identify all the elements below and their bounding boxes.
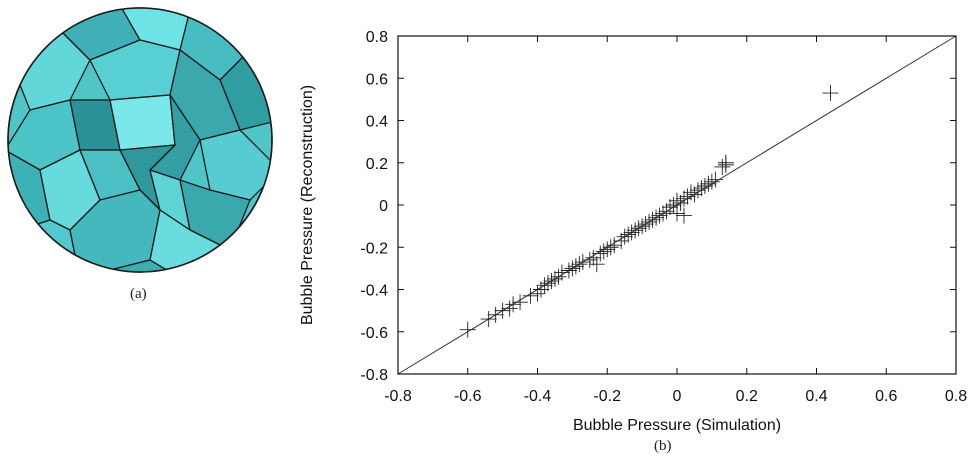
data-point: [567, 258, 584, 275]
x-tick-label: 0.4: [805, 388, 827, 405]
data-point: [686, 186, 703, 203]
x-tick-label: -0.4: [524, 388, 552, 405]
y-tick-label: 0.4: [366, 114, 388, 131]
data-point: [581, 251, 598, 268]
y-axis-title: Bubble Pressure (Reconstruction): [299, 85, 316, 325]
x-axis-ticks: -0.8 -0.6 -0.4 -0.2 0 0.2 0.4 0.6 0.8: [384, 36, 967, 405]
data-point: [560, 262, 577, 279]
data-point: [459, 321, 476, 338]
data-point: [662, 199, 679, 216]
data-point: [634, 218, 651, 235]
data-point: [672, 194, 689, 211]
x-tick-label: -0.8: [384, 388, 412, 405]
data-point: [574, 254, 591, 271]
data-point: [675, 207, 692, 224]
data-point: [637, 216, 654, 233]
data-point: [602, 239, 619, 256]
data-point: [501, 300, 518, 317]
y-axis-ticks: -0.8 -0.6 -0.4 -0.2 0 0.2 0.4 0.6 0.8: [360, 29, 956, 384]
data-point: [655, 205, 672, 222]
data-point: [546, 270, 563, 287]
data-point: [550, 268, 567, 285]
data-point: [641, 213, 658, 230]
data-point: [539, 275, 556, 292]
y-tick-label: -0.8: [360, 367, 388, 384]
x-tick-label: -0.2: [593, 388, 621, 405]
data-point: [487, 306, 504, 323]
y-tick-label: -0.6: [360, 325, 388, 342]
data-point: [480, 311, 497, 328]
data-point: [627, 222, 644, 239]
subfigure-label-a: (a): [130, 286, 147, 302]
x-tick-label: 0: [673, 388, 682, 405]
data-point: [630, 220, 647, 237]
data-point: [595, 243, 612, 260]
data-point: [494, 302, 511, 319]
data-point: [613, 232, 630, 249]
x-tick-label: 0.6: [875, 388, 897, 405]
data-point: [679, 188, 696, 205]
y-tick-label: -0.2: [360, 240, 388, 257]
x-tick-label: 0.2: [736, 388, 758, 405]
data-point: [644, 211, 661, 228]
data-point: [822, 85, 839, 102]
data-point: [532, 281, 549, 298]
data-point: [606, 237, 623, 254]
data-point: [522, 287, 539, 304]
foam-bubble-image: [7, 7, 273, 273]
x-tick-label: 0.8: [945, 388, 967, 405]
data-point: [564, 260, 581, 277]
data-point: [682, 184, 699, 201]
y-tick-label: 0.6: [366, 71, 388, 88]
data-point: [588, 256, 605, 273]
data-point: [616, 228, 633, 245]
data-point: [693, 180, 710, 197]
data-point: [620, 226, 637, 243]
data-point: [700, 175, 717, 192]
data-point: [689, 182, 706, 199]
subfigure-label-b: (b): [654, 438, 672, 454]
data-point: [512, 294, 529, 311]
data-point: [529, 285, 546, 302]
data-point: [714, 158, 731, 175]
data-point: [651, 207, 668, 224]
data-point: [669, 205, 685, 222]
data-point: [658, 203, 675, 220]
data-point: [599, 241, 616, 258]
data-point: [505, 296, 522, 313]
data-point: [648, 209, 665, 226]
data-point: [675, 190, 692, 207]
y-tick-label: 0.2: [366, 156, 388, 173]
scatter-plot: -0.8 -0.6 -0.4 -0.2 0 0.2 0.4 0.6 0.8 -0.8-0.6-0…: [299, 29, 967, 434]
data-point: [592, 245, 609, 262]
x-tick-label: -0.6: [454, 388, 482, 405]
data-point: [703, 173, 720, 190]
data-point: [623, 224, 640, 241]
data-point: [536, 277, 553, 294]
data-point: [571, 256, 588, 273]
data-point: [707, 171, 724, 188]
data-points: [459, 85, 839, 338]
y-tick-label: 0: [379, 198, 388, 215]
data-point: [585, 249, 602, 266]
data-point: [543, 273, 560, 290]
data-point: [665, 197, 682, 213]
y-tick-label: -0.4: [360, 283, 388, 300]
x-axis-title: Bubble Pressure (Simulation): [573, 417, 781, 434]
data-point: [553, 264, 570, 281]
data-point: [696, 177, 713, 194]
data-point: [717, 154, 734, 171]
y-tick-label: 0.8: [366, 29, 388, 46]
